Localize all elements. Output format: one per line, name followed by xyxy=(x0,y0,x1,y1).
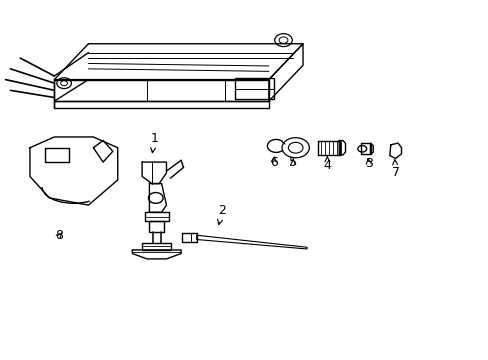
Text: 6: 6 xyxy=(269,156,277,168)
Text: 5: 5 xyxy=(289,156,297,168)
Polygon shape xyxy=(234,78,273,99)
Polygon shape xyxy=(360,143,370,154)
Polygon shape xyxy=(149,221,163,232)
Text: 1: 1 xyxy=(150,132,158,153)
Polygon shape xyxy=(142,243,171,250)
Polygon shape xyxy=(317,140,339,155)
Polygon shape xyxy=(149,184,166,212)
Polygon shape xyxy=(144,212,168,221)
Polygon shape xyxy=(54,80,268,101)
Text: 3: 3 xyxy=(364,157,372,170)
Polygon shape xyxy=(339,140,345,155)
Polygon shape xyxy=(54,44,303,80)
Text: 8: 8 xyxy=(55,229,63,242)
Polygon shape xyxy=(268,44,303,101)
Polygon shape xyxy=(182,233,196,242)
Polygon shape xyxy=(132,250,181,259)
Polygon shape xyxy=(370,143,372,154)
Polygon shape xyxy=(30,137,118,205)
Polygon shape xyxy=(93,140,113,162)
Polygon shape xyxy=(54,101,268,108)
Polygon shape xyxy=(44,148,69,162)
Text: 7: 7 xyxy=(391,160,399,179)
Text: 2: 2 xyxy=(217,204,226,225)
Polygon shape xyxy=(142,162,166,184)
Polygon shape xyxy=(196,235,306,249)
Text: 4: 4 xyxy=(323,156,331,172)
Polygon shape xyxy=(389,143,401,158)
